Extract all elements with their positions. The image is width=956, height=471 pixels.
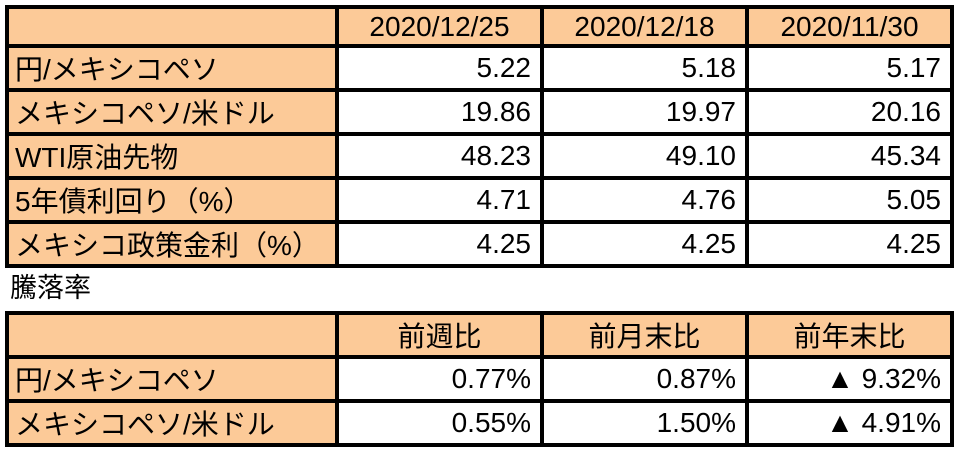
change-header-mom: 前月末比 bbox=[540, 311, 749, 359]
change-header-row: 前週比 前月末比 前年末比 bbox=[5, 311, 954, 359]
value-cell: 4.25 bbox=[335, 220, 544, 268]
value-cell: 0.87% bbox=[540, 355, 749, 403]
value-cell-negative: ▲ 9.32% bbox=[745, 355, 954, 403]
table-row: 円/メキシコペソ 5.22 5.18 5.17 bbox=[5, 44, 954, 92]
value-cell: 4.76 bbox=[540, 176, 749, 224]
table-row: 円/メキシコペソ 0.77% 0.87% ▲ 9.32% bbox=[5, 355, 954, 403]
table-row: メキシコ政策金利（%） 4.25 4.25 4.25 bbox=[5, 220, 954, 268]
value-cell: 5.05 bbox=[745, 176, 954, 224]
value-cell: 19.97 bbox=[540, 88, 749, 136]
row-label-jpy-mxn: 円/メキシコペソ bbox=[5, 44, 339, 92]
section-label-change-rate: 騰落率 bbox=[10, 273, 91, 303]
table-row: メキシコペソ/米ドル 19.86 19.97 20.16 bbox=[5, 88, 954, 136]
row-label-5y-yield: 5年債利回り（%） bbox=[5, 176, 339, 224]
row-label-wti: WTI原油先物 bbox=[5, 132, 339, 180]
value-cell: 5.22 bbox=[335, 44, 544, 92]
value-cell: 4.25 bbox=[745, 220, 954, 268]
change-header-wow: 前週比 bbox=[335, 311, 544, 359]
change-header-empty-cell bbox=[5, 311, 339, 359]
value-cell: 1.50% bbox=[540, 399, 749, 447]
rates-header-date-1: 2020/12/25 bbox=[335, 5, 544, 48]
row-label-jpy-mxn: 円/メキシコペソ bbox=[5, 355, 339, 403]
rates-header-row: 2020/12/25 2020/12/18 2020/11/30 bbox=[5, 5, 954, 48]
value-cell: 49.10 bbox=[540, 132, 749, 180]
change-table: 前週比 前月末比 前年末比 円/メキシコペソ 0.77% 0.87% ▲ 9.3… bbox=[5, 311, 954, 447]
row-label-policy-rate: メキシコ政策金利（%） bbox=[5, 220, 339, 268]
rates-header-date-2: 2020/12/18 bbox=[540, 5, 749, 48]
rates-header-empty-cell bbox=[5, 5, 339, 48]
table-row: 5年債利回り（%） 4.71 4.76 5.05 bbox=[5, 176, 954, 224]
value-cell: 4.71 bbox=[335, 176, 544, 224]
change-header-ytd: 前年末比 bbox=[745, 311, 954, 359]
value-cell: 20.16 bbox=[745, 88, 954, 136]
value-cell-negative: ▲ 4.91% bbox=[745, 399, 954, 447]
value-cell: 45.34 bbox=[745, 132, 954, 180]
value-cell: 5.17 bbox=[745, 44, 954, 92]
rates-header-date-3: 2020/11/30 bbox=[745, 5, 954, 48]
value-cell: 0.55% bbox=[335, 399, 544, 447]
value-cell: 4.25 bbox=[540, 220, 749, 268]
row-label-mxn-usd: メキシコペソ/米ドル bbox=[5, 88, 339, 136]
value-cell: 19.86 bbox=[335, 88, 544, 136]
row-label-mxn-usd: メキシコペソ/米ドル bbox=[5, 399, 339, 447]
value-cell: 48.23 bbox=[335, 132, 544, 180]
rates-table: 2020/12/25 2020/12/18 2020/11/30 円/メキシコペ… bbox=[5, 5, 954, 268]
value-cell: 0.77% bbox=[335, 355, 544, 403]
value-cell: 5.18 bbox=[540, 44, 749, 92]
table-row: メキシコペソ/米ドル 0.55% 1.50% ▲ 4.91% bbox=[5, 399, 954, 447]
table-row: WTI原油先物 48.23 49.10 45.34 bbox=[5, 132, 954, 180]
